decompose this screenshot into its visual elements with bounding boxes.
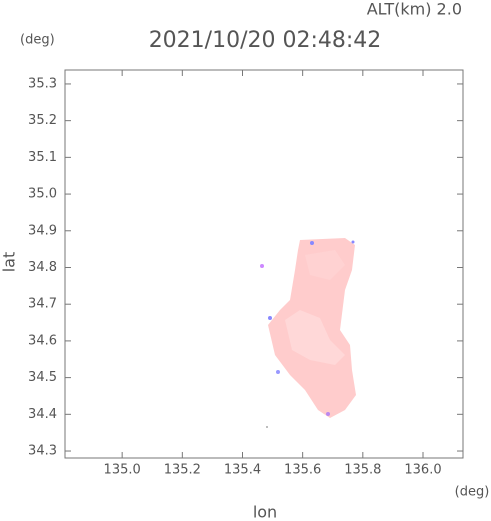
x-tick-label: 135.6 [284,463,321,478]
y-tick-label: 35.2 [28,113,57,128]
y-tick-label: 35.3 [28,76,57,91]
echo-area [260,238,356,428]
y-tick-label: 34.6 [28,333,57,348]
y-tick-label: 34.4 [28,407,57,422]
x-tick-label: 135.8 [344,463,381,478]
x-unit: (deg) [455,485,490,500]
y-tick-label: 34.5 [28,370,57,385]
y-tick-label: 34.3 [28,444,57,459]
x-tick-label: 135.2 [164,463,201,478]
y-unit: (deg) [20,33,55,48]
y-tick-label: 35.1 [28,150,57,165]
y-tick-label: 35.0 [28,187,57,202]
subtitle: ALT(km) 2.0 [367,0,462,19]
x-axis-label: lon [253,503,277,521]
y-tick-label: 34.8 [28,260,57,275]
y-axis-label: lat [0,252,19,273]
x-tick-label: 135.0 [104,463,141,478]
y-tick-label: 34.9 [28,223,57,238]
y-tick-label: 34.7 [28,297,57,312]
chart-title: 2021/10/20 02:48:42 [149,28,382,53]
x-tick-label: 135.4 [224,463,261,478]
plot-frame [64,69,464,459]
x-tick-label: 136.0 [404,463,441,478]
